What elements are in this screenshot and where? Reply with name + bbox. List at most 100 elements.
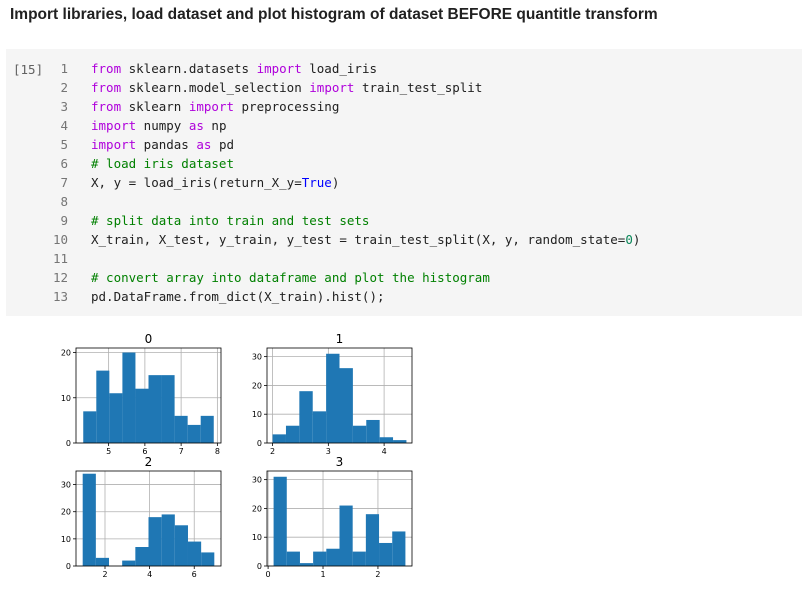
code-token: ) (632, 232, 641, 247)
histogram-bar (379, 437, 394, 443)
line-number: 5 (60, 137, 68, 152)
axes-frame (266, 347, 413, 444)
code-line[interactable]: 9 # split data into train and test sets (6, 211, 802, 230)
subplot-title: 3 (336, 455, 344, 469)
histogram-bar (365, 514, 380, 566)
histogram-bar (299, 391, 313, 443)
code-token: pandas (136, 137, 197, 152)
histogram-bar (122, 352, 136, 443)
code-token: sklearn.model_selection (121, 80, 310, 95)
histogram-bar (286, 551, 300, 566)
code-token: from (91, 80, 122, 95)
histogram-bar (272, 434, 286, 443)
x-tick-label: 2 (375, 570, 380, 579)
subplot-title: 2 (145, 455, 153, 469)
line-number: 7 (60, 175, 68, 190)
code-line[interactable]: 10 X_train, X_test, y_train, y_test = tra… (6, 230, 802, 249)
code-cell[interactable]: [15] 1 from sklearn.datasets import load_… (6, 49, 802, 316)
y-tick-label: 0 (66, 439, 71, 448)
x-tick-label: 1 (320, 570, 325, 579)
x-tick-label: 2 (270, 447, 275, 456)
code-token: load_iris (301, 61, 377, 76)
histogram-bar (187, 541, 202, 566)
histogram-bar (95, 557, 110, 566)
histogram-bar (96, 370, 110, 443)
subplot-title: 0 (145, 332, 153, 346)
histogram-bar (326, 548, 340, 566)
x-tick-label: 6 (142, 447, 147, 456)
y-tick-label: 10 (61, 535, 71, 544)
code-line[interactable]: 6 # load iris dataset (6, 154, 802, 173)
code-line[interactable]: 8 (6, 192, 802, 211)
y-tick-label: 30 (252, 476, 262, 485)
code-line[interactable]: 13 pd.DataFrame.from_dict(X_train).hist()… (6, 287, 802, 306)
code-token: import (256, 61, 302, 76)
code-text: # split data into train and test sets (91, 211, 369, 230)
histogram-bar (313, 551, 327, 566)
line-number: 8 (60, 194, 68, 209)
line-number: 13 (52, 289, 68, 304)
code-token: sklearn.datasets (121, 61, 257, 76)
y-tick-label: 30 (252, 353, 262, 362)
code-line[interactable]: 7 X, y = load_iris(return_X_y=True) (6, 173, 802, 192)
code-token: np (203, 118, 227, 133)
code-token: pd.DataFrame.from_dict(X_train).hist(); (91, 289, 385, 304)
histogram-bar (135, 547, 149, 566)
code-text: from sklearn.datasets import load_iris (91, 59, 377, 78)
code-editor[interactable]: 1 from sklearn.datasets import load_iris 2… (6, 59, 802, 306)
histogram-bar (161, 514, 175, 566)
x-tick-label: 8 (215, 447, 220, 456)
y-tick-label: 30 (61, 481, 71, 490)
axes-frame (266, 470, 413, 567)
code-token: from (91, 61, 122, 76)
code-line[interactable]: 5 import pandas as pd (6, 135, 802, 154)
code-text: from sklearn import preprocessing (91, 97, 339, 116)
x-tick-label: 6 (192, 570, 197, 579)
code-line[interactable]: 12 # convert array into dataframe and plo… (6, 268, 802, 287)
histogram-bar (148, 517, 162, 566)
line-number: 4 (60, 118, 68, 133)
histogram-bar (161, 375, 175, 443)
y-tick-label: 0 (66, 562, 71, 571)
code-token: import (91, 137, 137, 152)
code-line[interactable]: 3 from sklearn import preprocessing (6, 97, 802, 116)
code-text: # convert array into dataframe and plot … (91, 268, 490, 287)
code-token: import (309, 80, 355, 95)
code-line[interactable]: 2 from sklearn.model_selection import tra… (6, 78, 802, 97)
histogram-bar (82, 473, 96, 566)
code-token: # convert array into dataframe and plot … (91, 270, 490, 285)
histogram-bar (379, 542, 393, 566)
histogram-bar (392, 531, 406, 566)
cell-output: 5 6 7 8 0 10 20 0 2 3 4 0 10 20 30 1 2 4 6 0 10 20 30 2 0 1 2 0 10 20… (0, 316, 802, 596)
histogram-bar (83, 411, 97, 443)
histogram-bar (393, 440, 407, 443)
y-tick-label: 10 (252, 533, 262, 542)
line-number: 11 (52, 251, 68, 266)
y-tick-label: 0 (257, 439, 262, 448)
histogram-bar (312, 411, 327, 443)
code-token: # load iris dataset (91, 156, 234, 171)
y-tick-label: 20 (252, 504, 262, 513)
code-token: X, y = load_iris(return_X_y= (91, 175, 302, 190)
code-line[interactable]: 1 from sklearn.datasets import load_iris (6, 59, 802, 78)
y-tick-label: 20 (61, 508, 71, 517)
x-tick-label: 2 (102, 570, 107, 579)
code-token: sklearn (121, 99, 189, 114)
code-line[interactable]: 4 import numpy as np (6, 116, 802, 135)
histogram-bar (201, 552, 215, 566)
x-tick-label: 4 (382, 447, 387, 456)
code-token: import (188, 99, 234, 114)
histogram-bar (273, 476, 287, 566)
code-line[interactable]: 11 (6, 249, 802, 268)
histogram-bar (326, 353, 340, 443)
histogram-bar (174, 525, 188, 566)
code-token: train_test_split (354, 80, 483, 95)
line-number: 10 (52, 232, 68, 247)
code-token: preprocessing (234, 99, 340, 114)
histogram-bar (109, 393, 123, 443)
x-tick-label: 7 (179, 447, 184, 456)
histogram-bar (352, 551, 366, 566)
y-tick-label: 20 (61, 349, 71, 358)
axes-frame (75, 470, 222, 567)
